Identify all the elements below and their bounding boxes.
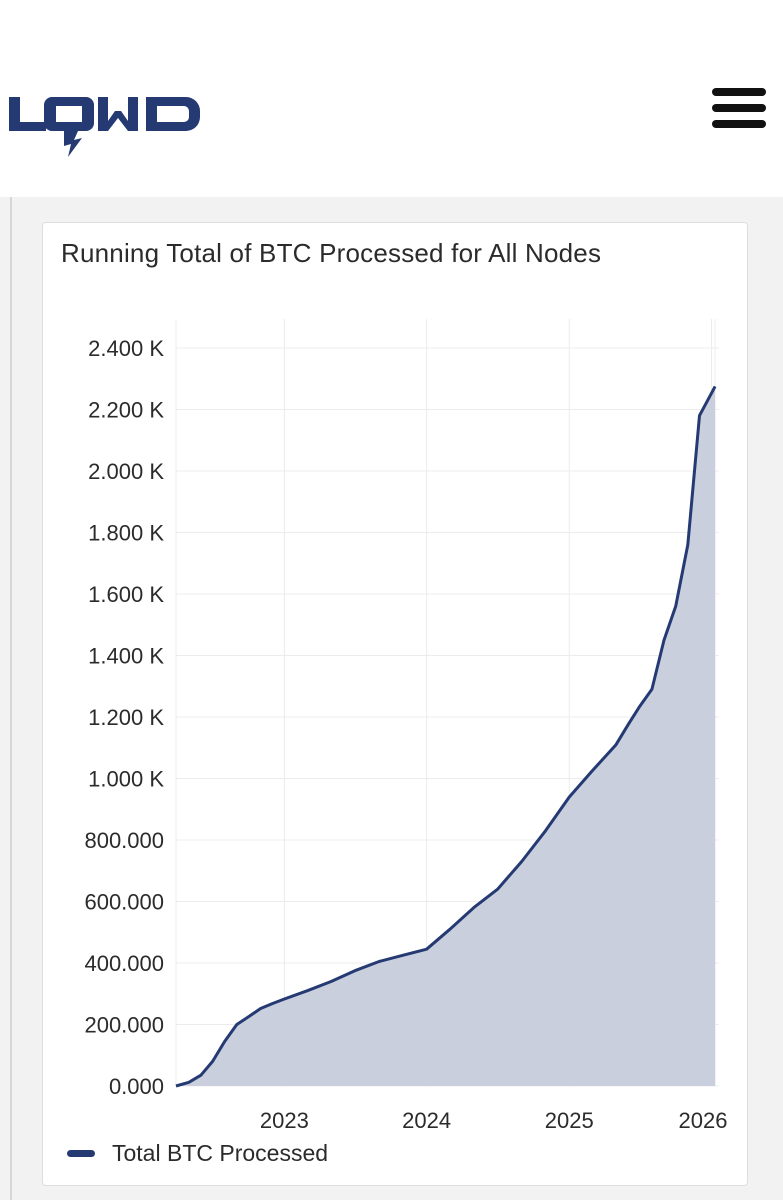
series-area-total-btc-processed — [176, 386, 716, 1086]
y-tick-label: 1.000 K — [88, 767, 164, 792]
chart-area: 0.000 200.000 400.000 600.000 800.000 1.000 K… — [84, 319, 728, 1133]
y-tick-label: 2.200 K — [88, 398, 164, 423]
lqwd-logo[interactable] — [6, 90, 206, 162]
chart-legend[interactable]: Total BTC Processed — [67, 1138, 328, 1168]
series-line-total-btc-processed — [175, 385, 717, 1088]
menu-bar-top — [712, 88, 766, 96]
y-tick-label: 1.200 K — [88, 705, 164, 730]
top-navigation-bar — [0, 0, 783, 197]
y-tick-label: 2.400 K — [88, 336, 164, 361]
y-tick-label: 1.800 K — [88, 521, 164, 546]
menu-bar-middle — [712, 104, 766, 112]
y-tick-label: 0.000 — [109, 1074, 164, 1099]
y-tick-label: 800.000 — [84, 828, 164, 853]
y-tick-label: 400.000 — [84, 951, 164, 976]
y-tick-label: 1.400 K — [88, 644, 164, 669]
y-tick-label: 1.600 K — [88, 582, 164, 607]
y-tick-label: 200.000 — [84, 1013, 164, 1038]
y-tick-label: 600.000 — [84, 890, 164, 915]
chart-card: 0.000 200.000 400.000 600.000 800.000 1.000 K… — [42, 222, 748, 1186]
y-tick-label: 2.000 K — [88, 459, 164, 484]
x-tick-label: 2025 — [545, 1108, 594, 1133]
x-tick-label: 2023 — [260, 1108, 309, 1133]
page-left-border — [10, 197, 12, 1200]
legend-label: Total BTC Processed — [112, 1139, 329, 1166]
x-tick-label: 2026 — [679, 1108, 728, 1133]
hamburger-menu-icon[interactable] — [707, 86, 769, 130]
legend-swatch — [67, 1149, 95, 1157]
menu-bar-bottom — [712, 120, 766, 128]
chart-title: Running Total of BTC Processed for All N… — [61, 238, 602, 268]
x-tick-label: 2024 — [402, 1108, 451, 1133]
